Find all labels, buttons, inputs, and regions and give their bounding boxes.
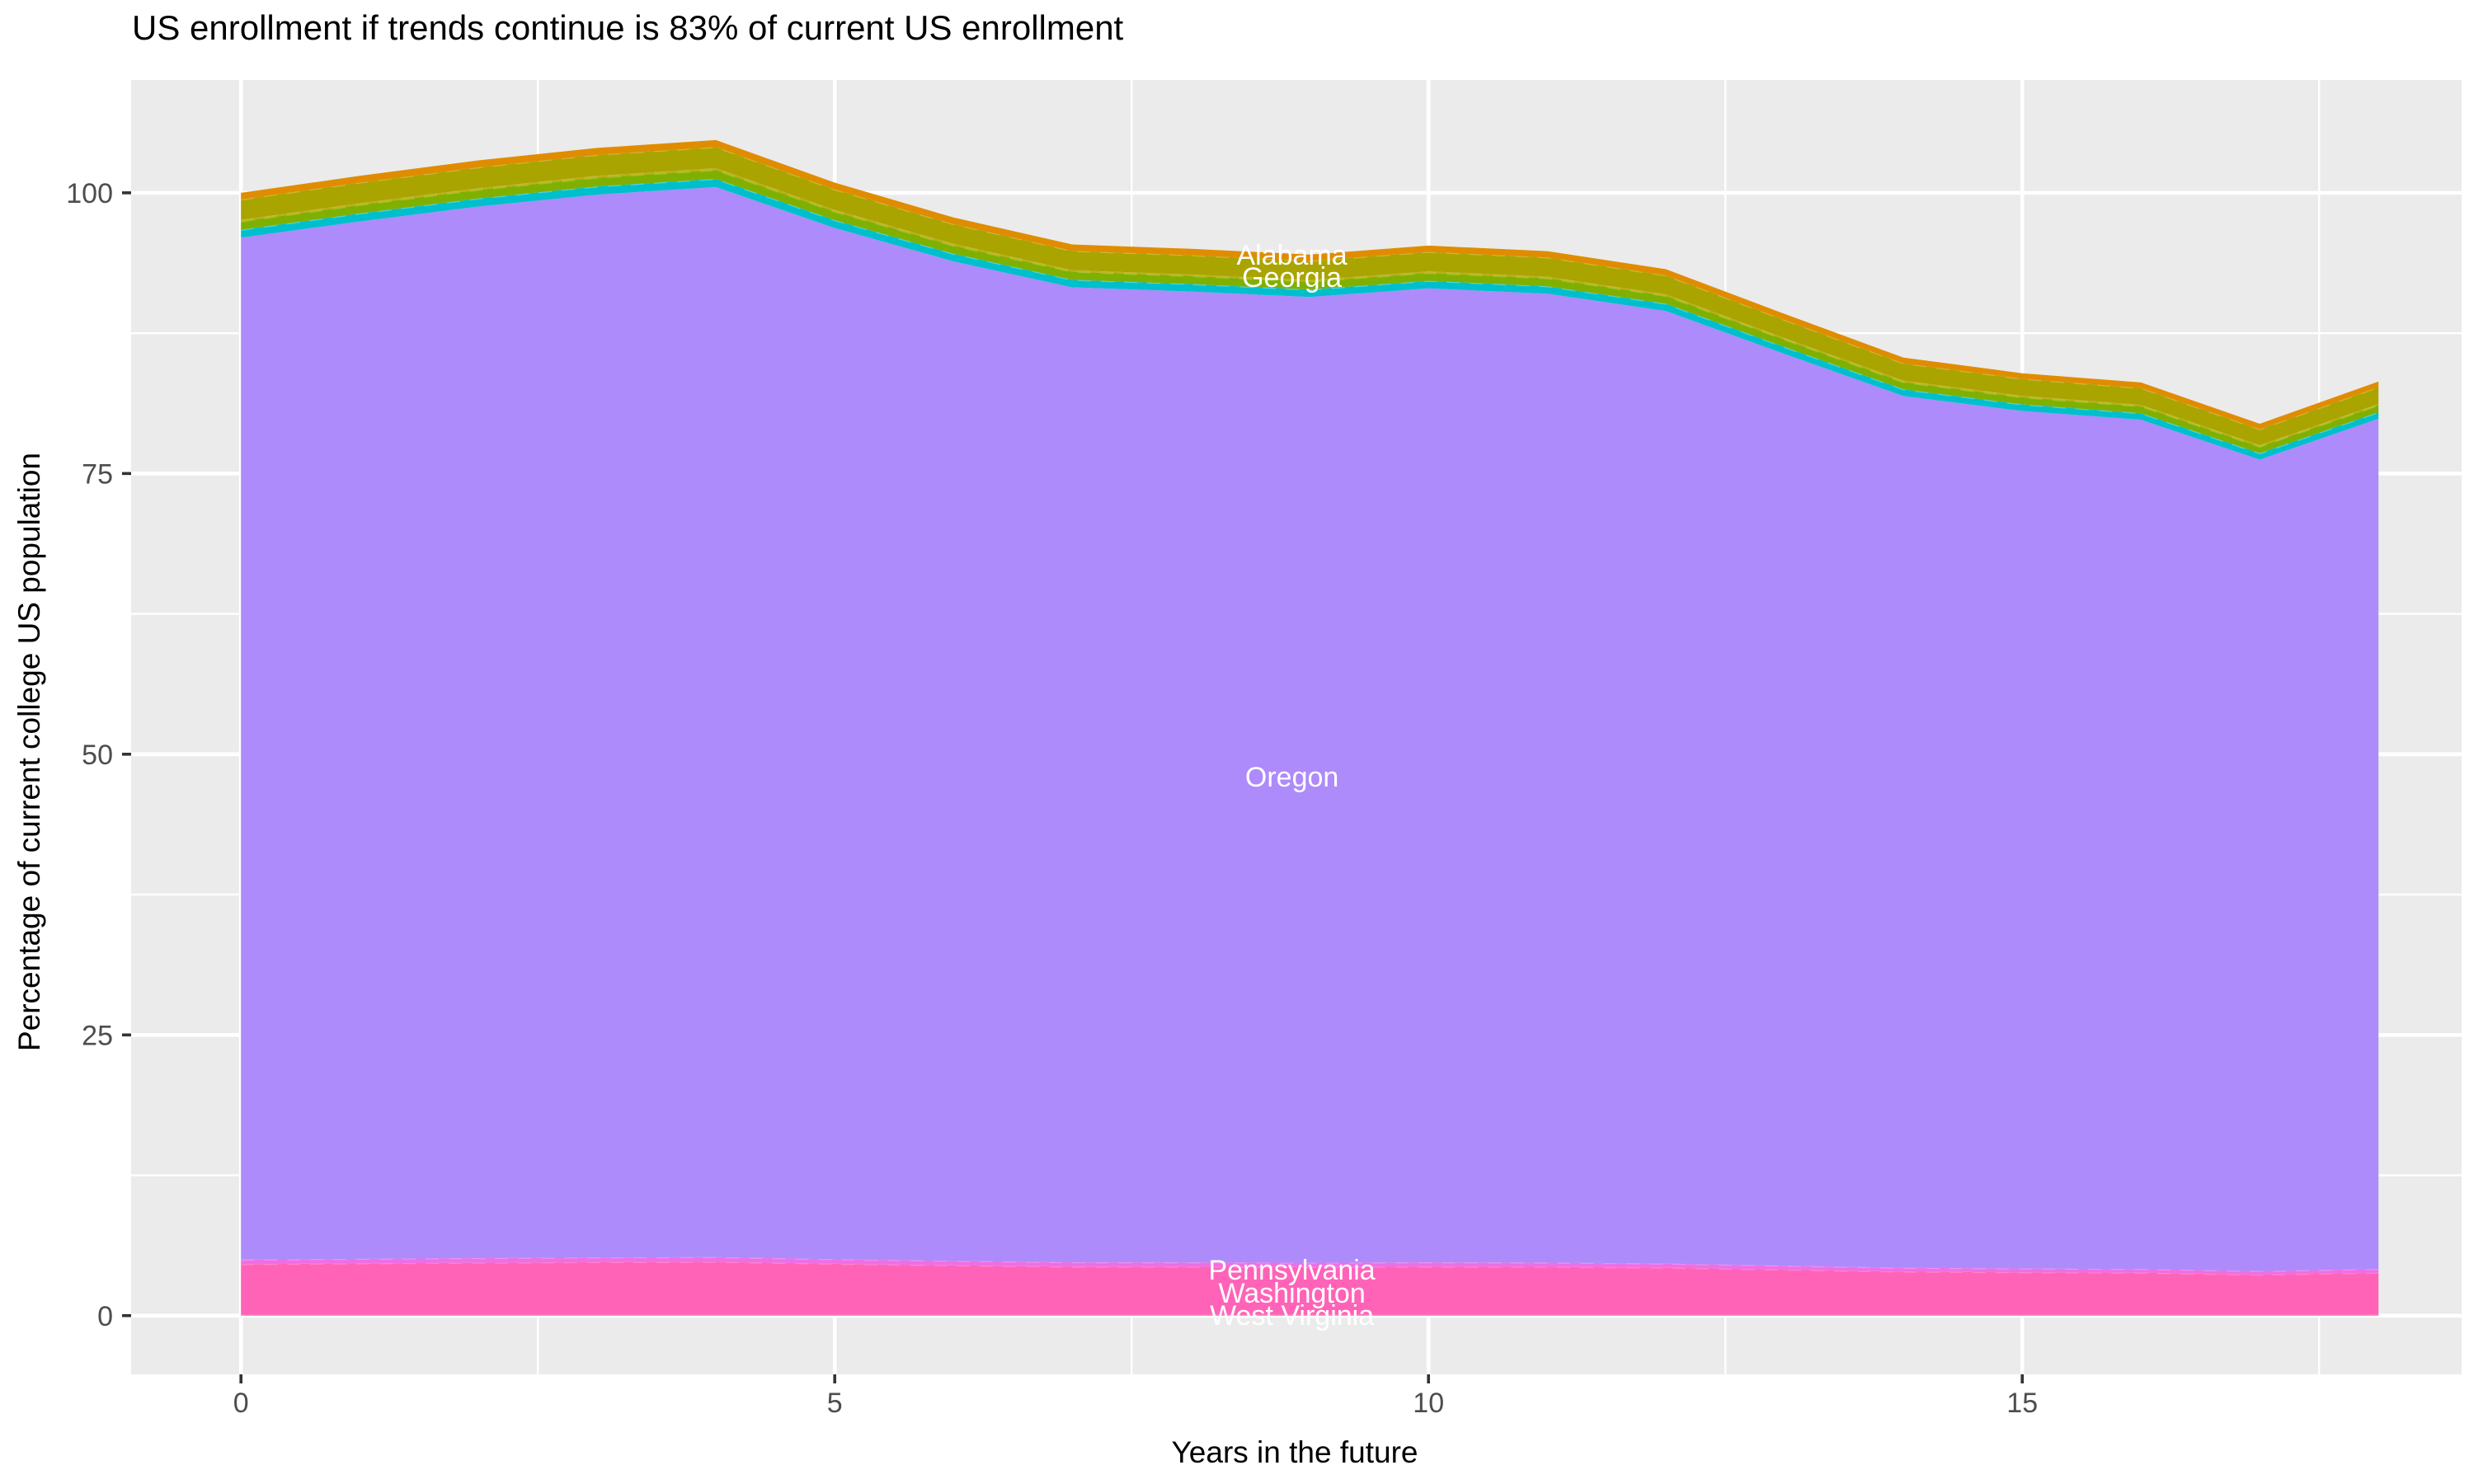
area-label-oregon: Oregon [1245,762,1338,793]
y-axis-title: Percentage of current college US populat… [12,452,46,1052]
x-axis-title: Years in the future [1171,1435,1418,1469]
area-band-cyan-unlabeled [241,179,2379,460]
area-label-alabama: Alabama [1236,240,1347,271]
x-tick-label: 15 [2006,1388,2038,1419]
area-label-pennsylvania: Pennsylvania [1208,1255,1375,1286]
x-tick-label: 10 [1413,1388,1444,1419]
y-tick-label: 25 [82,1020,113,1051]
y-tick-label: 75 [82,458,113,490]
x-tick-label: 5 [827,1388,843,1419]
y-tick-label: 50 [82,740,113,771]
x-tick-label: 0 [233,1388,249,1419]
chart-title: US enrollment if trends continue is 83% … [132,8,1124,47]
y-tick-label: 100 [66,178,113,209]
area-georgia [241,170,2379,453]
area-label-west-virginia: West Virginia [1210,1300,1374,1331]
area-label-washington: Washington [1218,1278,1365,1309]
area-pennsylvania [241,1256,2379,1275]
area-oregon [241,186,2379,1271]
area-alabama [241,147,2379,445]
area-label-georgia: Georgia [1242,262,1342,294]
area-washington [241,1261,2379,1315]
area-band-orange-unlabeled [241,139,2379,430]
area-west-virginia [241,1314,2379,1316]
y-tick-label: 0 [97,1301,113,1332]
